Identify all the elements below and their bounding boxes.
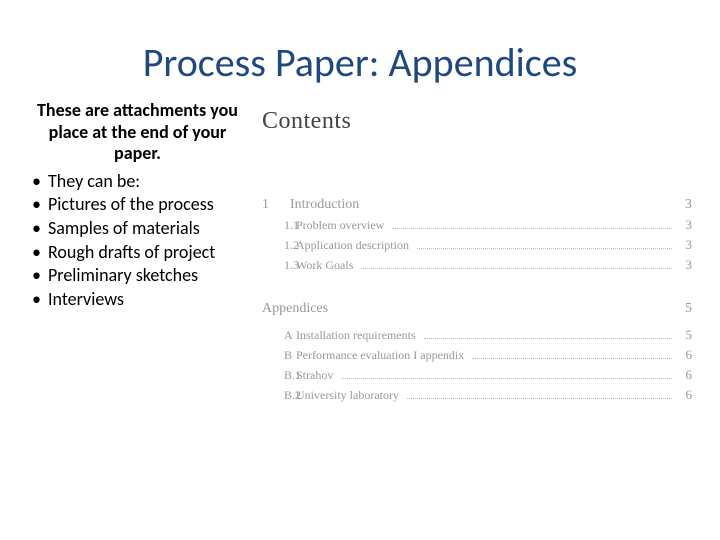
- toc-line: B Performance evaluation I appendix 6: [262, 347, 692, 363]
- toc-line: 1.1 Problem overview 3: [262, 217, 692, 233]
- toc-section-appendices: Appendices 5 A Installation requirements…: [262, 301, 692, 403]
- toc-number: B.2: [262, 388, 296, 403]
- toc-dots: [361, 268, 672, 269]
- toc-number: 1.1: [262, 218, 296, 233]
- bullet-list: They can be: Pictures of the process Sam…: [30, 171, 245, 311]
- slide: Process Paper: Appendices These are atta…: [0, 0, 720, 540]
- toc-heading: Contents: [262, 108, 692, 135]
- slide-title: Process Paper: Appendices: [0, 38, 720, 87]
- toc-page: 3: [676, 237, 692, 253]
- toc-panel: Contents 1 Introduction 3 1.1 Problem ov…: [262, 108, 692, 431]
- toc-label: Work Goals: [296, 258, 357, 273]
- toc-page: 6: [676, 347, 692, 363]
- toc-number: B: [262, 348, 296, 363]
- toc-page: 3: [676, 257, 692, 273]
- toc-line: 1 Introduction 3: [262, 197, 692, 213]
- toc-label: Appendices: [262, 301, 328, 317]
- toc-page: 6: [676, 387, 692, 403]
- toc-number: 1.3: [262, 258, 296, 273]
- toc-label: Introduction: [290, 197, 363, 213]
- toc-page: 3: [676, 197, 692, 213]
- toc-label: Installation requirements: [296, 328, 420, 343]
- toc-page: 3: [676, 217, 692, 233]
- list-item: They can be:: [30, 171, 245, 193]
- list-item: Pictures of the process: [30, 194, 245, 216]
- list-item: Samples of materials: [30, 218, 245, 240]
- toc-dots: [472, 358, 672, 359]
- list-item: Rough drafts of project: [30, 242, 245, 264]
- toc-dots: [341, 378, 672, 379]
- toc-dots: [417, 248, 672, 249]
- intro-text: These are attachments you place at the e…: [30, 100, 245, 165]
- left-column: These are attachments you place at the e…: [30, 100, 245, 312]
- toc-line: 1.2 Application description 3: [262, 237, 692, 253]
- toc-number: 1.2: [262, 238, 296, 253]
- toc-label: Strahov: [296, 368, 337, 383]
- toc-label: Performance evaluation I appendix: [296, 348, 468, 363]
- toc-label: Problem overview: [296, 218, 388, 233]
- toc-line: B.2 University laboratory 6: [262, 387, 692, 403]
- toc-dots: [424, 338, 672, 339]
- toc-section-intro: 1 Introduction 3 1.1 Problem overview 3 …: [262, 197, 692, 273]
- toc-dots: [407, 398, 672, 399]
- toc-number: 1: [262, 197, 290, 213]
- toc-page: 6: [676, 367, 692, 383]
- toc-line: A Installation requirements 5: [262, 327, 692, 343]
- toc-line: 1.3 Work Goals 3: [262, 257, 692, 273]
- toc-dots: [392, 228, 672, 229]
- toc-label: University laboratory: [296, 388, 403, 403]
- toc-line: B.1 Strahov 6: [262, 367, 692, 383]
- toc-label: Application description: [296, 238, 413, 253]
- toc-page: 5: [676, 301, 692, 317]
- list-item: Interviews: [30, 289, 245, 311]
- toc-number: B.1: [262, 368, 296, 383]
- toc-number: A: [262, 328, 296, 343]
- toc-line: Appendices 5: [262, 301, 692, 323]
- toc-page: 5: [676, 327, 692, 343]
- list-item: Preliminary sketches: [30, 265, 245, 287]
